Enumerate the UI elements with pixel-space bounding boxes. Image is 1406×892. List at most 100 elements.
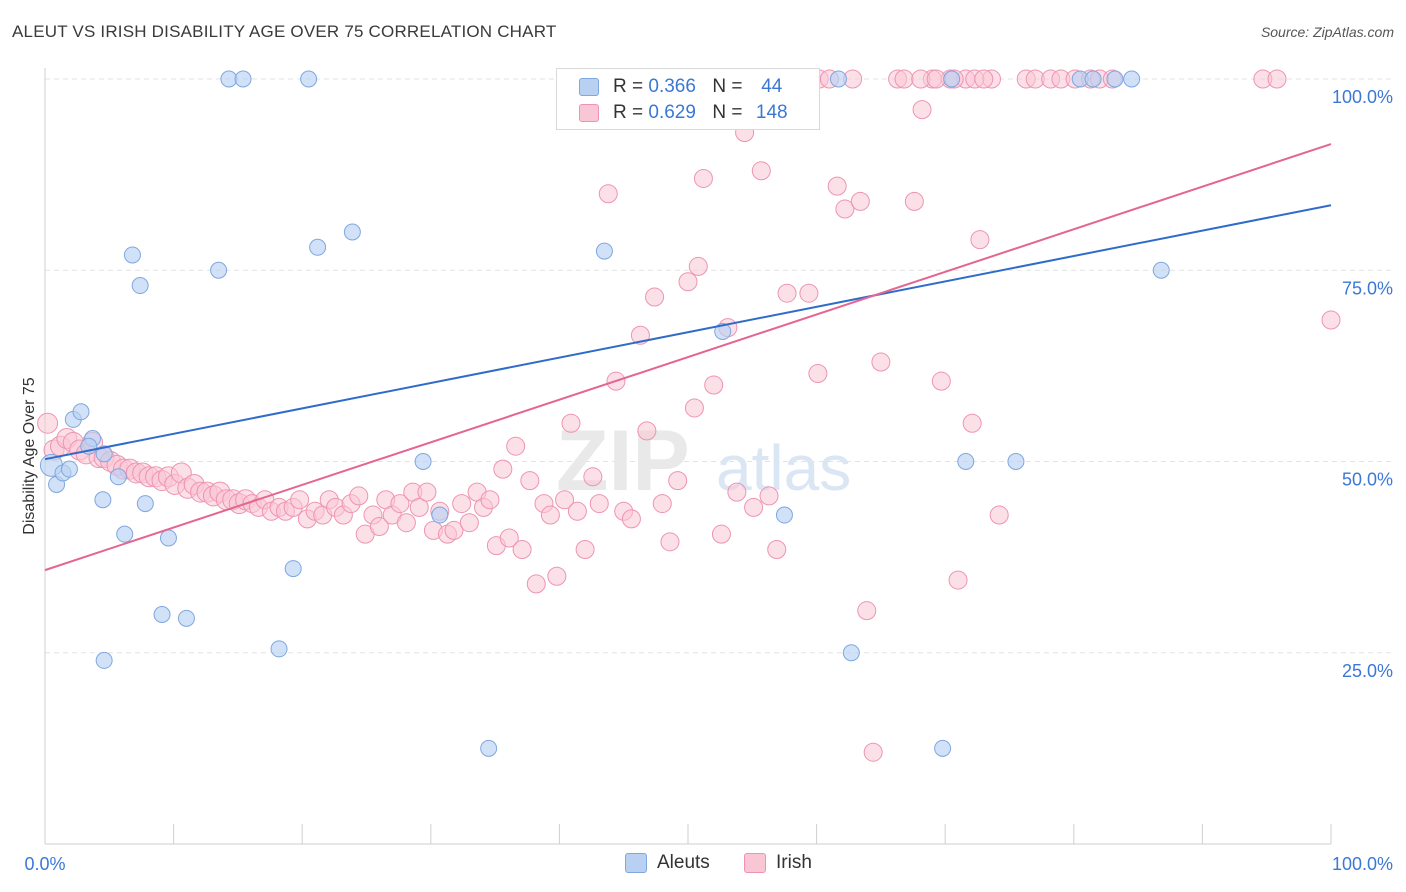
irish-point: [452, 494, 472, 514]
irish-point: [688, 256, 708, 276]
irish-point: [751, 161, 771, 181]
irish-point: [1267, 69, 1287, 89]
irish-point: [931, 371, 951, 391]
irish-point: [704, 375, 724, 395]
irish-point: [799, 283, 819, 303]
irish-point: [835, 199, 855, 219]
irish-point: [417, 482, 437, 502]
irish-point: [948, 570, 968, 590]
irish-point: [583, 467, 603, 487]
aleut-point: [131, 277, 149, 295]
aleut-point: [136, 495, 154, 513]
irish-point: [499, 528, 519, 548]
aleut-point: [1123, 70, 1141, 88]
irish-legend-label: Irish: [776, 852, 812, 873]
irish-point: [926, 69, 946, 89]
irish-point: [827, 176, 847, 196]
irish-point: [871, 352, 891, 372]
aleut-point: [943, 70, 961, 88]
aleut-point: [95, 445, 113, 463]
aleut-point: [116, 525, 134, 543]
irish-point: [637, 421, 657, 441]
x-tick-label: 100.0%: [1332, 854, 1393, 874]
irish-point: [684, 398, 704, 418]
irish-point: [547, 566, 567, 586]
irish-point: [645, 287, 665, 307]
irish-point: [904, 191, 924, 211]
aleut-point: [95, 651, 113, 669]
irish-point: [660, 532, 680, 552]
aleut-point: [595, 242, 613, 260]
aleut-point: [842, 644, 860, 662]
irish-point: [567, 501, 587, 521]
legend-n-label: N =: [712, 76, 743, 97]
irish-point: [863, 742, 883, 762]
irish-point: [555, 490, 575, 510]
aleut-point: [234, 70, 252, 88]
irish-legend-swatch: [744, 853, 766, 873]
source-label: Source: ZipAtlas.com: [1260, 24, 1394, 40]
aleut-point: [284, 560, 302, 578]
legend-row-aleut: R = 0.366 N = 44: [579, 75, 796, 99]
irish-point: [678, 272, 698, 292]
legend-item-irish[interactable]: Irish: [744, 852, 812, 874]
aleut-trend-line: [44, 204, 1332, 461]
aleut-point: [775, 506, 793, 524]
aleut-point: [309, 238, 327, 256]
aleut-point: [1007, 453, 1025, 470]
irish-point: [894, 69, 914, 89]
legend-n-value: 148: [755, 102, 788, 123]
legend-n-value: 44: [761, 76, 783, 97]
irish-point: [390, 494, 410, 514]
irish-point: [693, 168, 713, 188]
irish-point: [711, 524, 731, 544]
irish-point: [290, 490, 310, 510]
aleut-point: [829, 70, 847, 88]
legend-n-label: N =: [712, 102, 743, 123]
aleut-point: [343, 223, 361, 241]
y-axis-label: Disability Age Over 75: [21, 377, 38, 535]
irish-point: [857, 601, 877, 621]
aleut-point: [123, 246, 141, 264]
legend-r-label: R =: [613, 102, 644, 123]
irish-point: [589, 494, 609, 514]
irish-point: [974, 69, 994, 89]
aleut-point: [210, 261, 228, 279]
chart-title: ALEUT VS IRISH DISABILITY AGE OVER 75 CO…: [12, 22, 557, 41]
irish-point: [598, 184, 618, 204]
irish-point: [369, 517, 389, 537]
irish-point: [767, 539, 787, 559]
irish-point: [759, 486, 779, 506]
irish-point: [962, 413, 982, 433]
irish-point: [480, 490, 500, 510]
aleut-point: [1084, 70, 1102, 88]
irish-point: [744, 497, 764, 517]
aleut-point: [714, 322, 732, 340]
grid: [45, 78, 1391, 654]
aleut-point: [72, 403, 90, 421]
watermark: ZIP atlas: [556, 413, 851, 509]
aleut-point: [934, 739, 952, 757]
irish-trend-line: [44, 143, 1332, 572]
irish-point: [459, 513, 479, 533]
aleut-point: [414, 453, 432, 470]
aleut-point: [431, 506, 449, 524]
y-tick-label: 25.0%: [1342, 661, 1393, 681]
irish-point: [561, 413, 581, 433]
stats-legend: R = 0.366 N = 44 R = 0.629 N = 148: [556, 68, 820, 130]
aleut-point: [159, 529, 177, 547]
legend-r-value: 0.366: [648, 76, 696, 97]
legend-row-irish: R = 0.629 N = 148: [579, 101, 796, 125]
irish-point: [575, 539, 595, 559]
irish-point: [506, 436, 526, 456]
legend-r-value: 0.629: [648, 102, 696, 123]
irish-point: [37, 412, 59, 434]
irish-point: [850, 191, 870, 211]
irish-point: [512, 539, 532, 559]
aleut-point: [94, 491, 112, 509]
legend-item-aleuts[interactable]: Aleuts: [625, 852, 710, 874]
irish-point: [652, 494, 672, 514]
y-tick-label: 75.0%: [1342, 278, 1393, 298]
y-tick-label: 100.0%: [1332, 87, 1393, 107]
